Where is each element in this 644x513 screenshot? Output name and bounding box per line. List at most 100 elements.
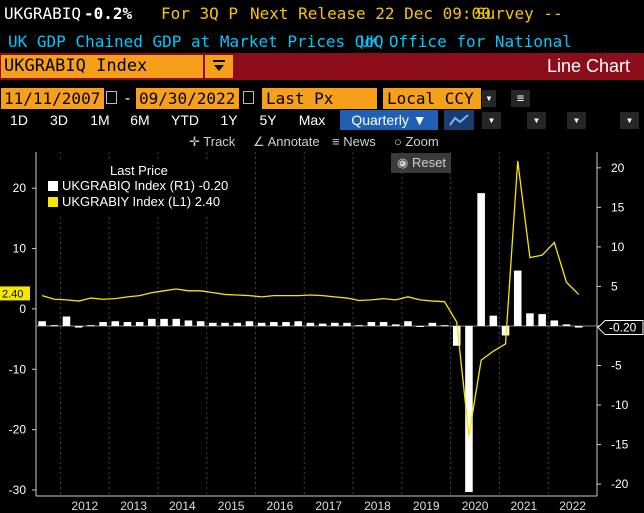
track-tool[interactable]: ✛ Track — [189, 134, 235, 150]
series-description: UK GDP Chained GDP at Market Prices QoQ — [8, 32, 384, 51]
legend-axis: (L1) — [168, 194, 192, 209]
bar — [379, 322, 388, 326]
bar — [355, 325, 363, 327]
date-separator: - — [123, 89, 133, 107]
field-select[interactable]: Last Px — [262, 88, 377, 109]
zoom-tool[interactable]: ○ Zoom — [394, 134, 439, 149]
bar — [404, 321, 412, 326]
annotate-tool[interactable]: ∠ Annotate — [253, 134, 320, 150]
description-bar: UK GDP Chained GDP at Market Prices QoQ … — [0, 30, 644, 70]
bar — [513, 270, 522, 326]
legend-swatch-ukgrabiq — [48, 181, 58, 191]
bar — [538, 314, 546, 326]
end-date-field[interactable]: 09/30/2022 — [136, 88, 239, 109]
calendar-icon[interactable] — [243, 91, 254, 104]
left-tick-label: 0 — [19, 302, 26, 316]
survey-label: Survey -- — [476, 4, 563, 23]
bar — [74, 325, 83, 328]
bar — [62, 316, 71, 326]
end-date-text: 09/30/2022 — [139, 89, 236, 108]
annotate-tool-label: Annotate — [267, 134, 320, 149]
period-5y[interactable]: 5Y — [259, 112, 277, 128]
bar — [501, 325, 510, 336]
bar — [99, 322, 107, 326]
legend-title: Last Price — [110, 163, 168, 178]
left-last-value-label: 2.40 — [2, 288, 23, 300]
dropdown-bar-icon — [213, 60, 225, 62]
x-tick-label: 2020 — [462, 499, 489, 513]
chart-options-dropdown[interactable]: ▾ — [527, 112, 546, 129]
news-tool-label: News — [343, 134, 376, 149]
reset-icon: ◉ — [397, 155, 409, 170]
bar — [331, 322, 339, 326]
line-chart-type-button[interactable] — [444, 110, 474, 130]
security-dropdown-button[interactable] — [205, 55, 233, 78]
right-tick-label: 20 — [611, 161, 625, 175]
bar — [306, 322, 315, 326]
left-tick-label: -20 — [9, 423, 27, 437]
start-date-text: 11/11/2007 — [4, 89, 101, 108]
chart-style-dropdown[interactable]: ▾ — [482, 112, 501, 129]
bar — [391, 324, 400, 326]
security-field[interactable]: UKGRABIQ Index — [1, 55, 203, 78]
right-last-value-box — [597, 320, 644, 336]
period-max[interactable]: Max — [298, 112, 326, 128]
legend-value: -0.20 — [198, 178, 229, 193]
bar — [233, 322, 242, 326]
x-tick-label: 2019 — [413, 499, 440, 513]
bar — [270, 322, 278, 326]
news-tool[interactable]: ≡ News — [332, 134, 376, 149]
x-tick-label: 2012 — [71, 499, 98, 513]
x-tick-label: 2018 — [364, 499, 391, 513]
x-tick-label: 2021 — [510, 499, 537, 513]
frequency-select[interactable]: Quarterly ▼ — [340, 110, 438, 130]
change-value: -0.2% — [84, 4, 133, 23]
zoom-tool-label: Zoom — [405, 134, 439, 149]
period-1d[interactable]: 1D — [10, 112, 28, 128]
bar — [550, 320, 559, 326]
left-last-value-box — [0, 286, 30, 301]
period-6m[interactable]: 6M — [130, 112, 150, 128]
legend-name: UKGRABIQ Index — [62, 178, 167, 193]
right-tick-label: -15 — [611, 438, 629, 452]
currency-dropdown-button[interactable]: ▾ — [482, 90, 496, 107]
right-tick-label: 5 — [611, 279, 618, 293]
right-tick-label: 15 — [611, 200, 625, 214]
bar — [184, 320, 193, 326]
bar — [160, 318, 168, 326]
period-3d[interactable]: 3D — [50, 112, 68, 128]
calendar-icon[interactable] — [106, 91, 117, 104]
bar — [452, 325, 461, 346]
start-date-field[interactable]: 11/11/2007 — [1, 88, 104, 109]
reset-button-label: Reset — [411, 155, 446, 170]
period-ytd[interactable]: YTD — [171, 112, 199, 128]
settings-dropdown-button[interactable]: ≡ — [511, 90, 530, 107]
left-tick-label: -30 — [9, 483, 27, 497]
left-tick-label: 10 — [13, 242, 27, 256]
chart-area[interactable]: 2012 2013 2014 2015 2016 2017 2018 2019 2020 2021… — [0, 150, 644, 513]
legend-row-ukgrabiy: UKGRABIY Index (L1) 2.40 — [62, 194, 220, 209]
legend-value: 2.40 — [194, 194, 221, 209]
bar — [294, 321, 302, 326]
period-1y[interactable]: 1Y — [220, 112, 238, 128]
chart-tools-dropdown[interactable]: ▾ — [567, 112, 586, 129]
chart-more-dropdown[interactable]: ▾ — [620, 112, 639, 129]
right-last-value-label: -0.20 — [609, 321, 637, 335]
magnifier-icon: ○ — [394, 134, 406, 149]
reset-button[interactable]: ◉ Reset — [391, 153, 451, 173]
right-tick-label: -20 — [611, 477, 629, 491]
bar — [87, 325, 95, 327]
currency-select[interactable]: Local CCY — [383, 88, 481, 109]
period-1m[interactable]: 1M — [90, 112, 110, 128]
bar — [318, 323, 327, 326]
bar — [416, 325, 424, 327]
bar — [465, 325, 473, 493]
right-tick-label: 10 — [611, 240, 625, 254]
bar — [562, 324, 571, 326]
x-tick-label: 2015 — [218, 499, 245, 513]
x-tick-label: 2014 — [169, 499, 196, 513]
legend-name: UKGRABIY Index — [62, 194, 165, 209]
bar — [526, 313, 534, 326]
next-release-label: Next Release 22 Dec 09:00 — [250, 4, 491, 23]
right-tick-label: -5 — [611, 359, 622, 373]
